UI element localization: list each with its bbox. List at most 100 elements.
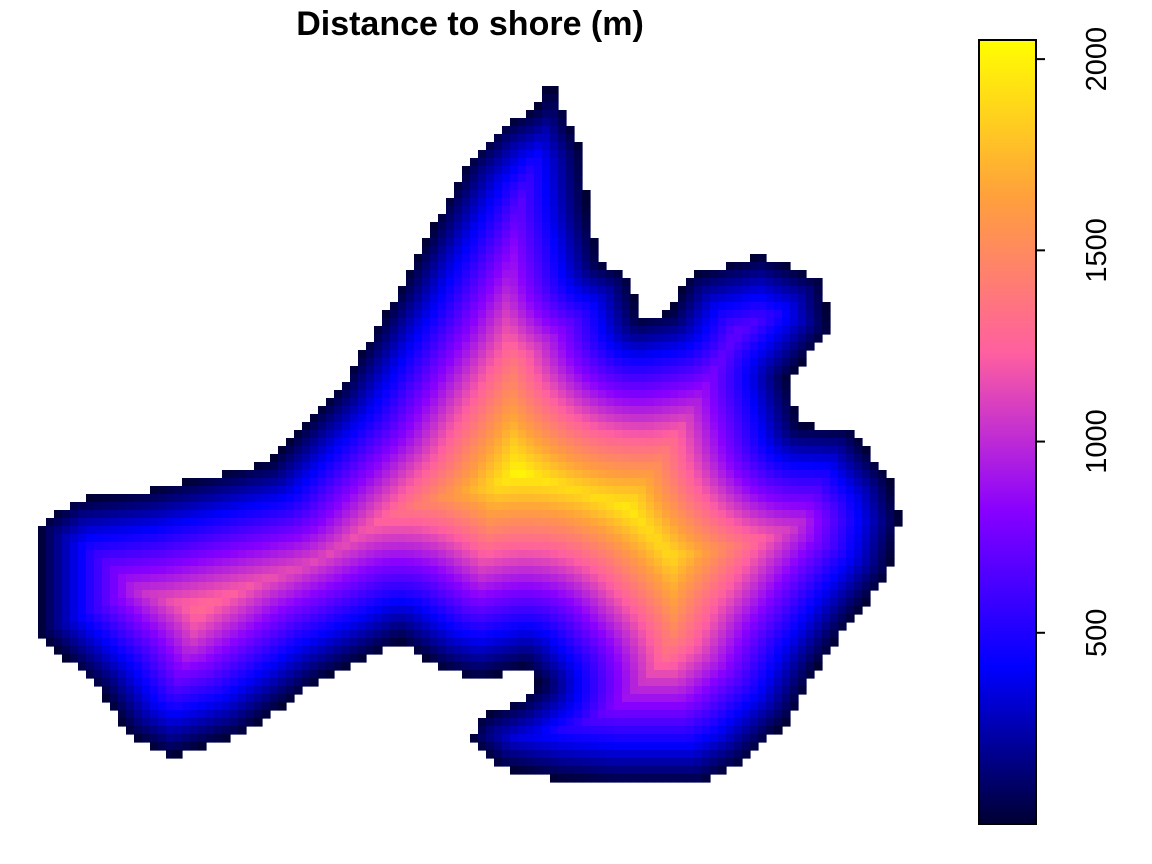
raster-cell (758, 342, 767, 351)
raster-cell (606, 622, 615, 631)
raster-cell (302, 494, 311, 503)
raster-cell (190, 614, 199, 623)
raster-cell (630, 582, 639, 591)
raster-cell (750, 326, 759, 335)
raster-cell (70, 614, 79, 623)
raster-cell (758, 534, 767, 543)
raster-cell (326, 534, 335, 543)
raster-cell (574, 342, 583, 351)
raster-cell (150, 606, 159, 615)
raster-cell (222, 678, 231, 687)
raster-cell (438, 558, 447, 567)
raster-cell (846, 526, 855, 535)
raster-cell (846, 494, 855, 503)
raster-cell (318, 438, 327, 447)
raster-cell (510, 526, 519, 535)
raster-cell (830, 446, 839, 455)
raster-cell (838, 454, 847, 463)
raster-cell (502, 438, 511, 447)
raster-cell (78, 590, 87, 599)
raster-cell (574, 382, 583, 391)
raster-cell (582, 550, 591, 559)
raster-cell (214, 558, 223, 567)
raster-cell (518, 598, 527, 607)
raster-cell (462, 198, 471, 207)
raster-cell (582, 310, 591, 319)
raster-cell (750, 454, 759, 463)
raster-cell (614, 702, 623, 711)
raster-cell (630, 726, 639, 735)
raster-cell (446, 246, 455, 255)
raster-cell (598, 430, 607, 439)
raster-cell (814, 646, 823, 655)
raster-cell (126, 638, 135, 647)
raster-cell (182, 598, 191, 607)
raster-cell (518, 406, 527, 415)
raster-cell (710, 718, 719, 727)
raster-cell (566, 206, 575, 215)
raster-cell (726, 670, 735, 679)
raster-cell (614, 590, 623, 599)
raster-cell (454, 246, 463, 255)
raster-cell (774, 470, 783, 479)
raster-cell (398, 438, 407, 447)
raster-cell (158, 654, 167, 663)
raster-cell (790, 350, 799, 359)
raster-cell (526, 750, 535, 759)
raster-cell (502, 518, 511, 527)
raster-cell (574, 262, 583, 271)
raster-cell (814, 462, 823, 471)
raster-cell (222, 622, 231, 631)
raster-cell (222, 566, 231, 575)
raster-cell (502, 614, 511, 623)
raster-cell (334, 462, 343, 471)
raster-cell (486, 750, 495, 759)
raster-cell (654, 710, 663, 719)
raster-cell (606, 670, 615, 679)
raster-cell (398, 494, 407, 503)
raster-cell (814, 518, 823, 527)
raster-cell (694, 374, 703, 383)
raster-cell (606, 710, 615, 719)
raster-cell (398, 542, 407, 551)
raster-cell (742, 750, 751, 759)
raster-cell (470, 526, 479, 535)
raster-cell (582, 190, 591, 199)
raster-cell (630, 662, 639, 671)
raster-cell (534, 270, 543, 279)
raster-cell (654, 718, 663, 727)
raster-cell (550, 462, 559, 471)
raster-cell (446, 494, 455, 503)
raster-cell (478, 430, 487, 439)
raster-cell (558, 654, 567, 663)
raster-cell (510, 726, 519, 735)
raster-cell (566, 574, 575, 583)
raster-cell (518, 302, 527, 311)
raster-cell (686, 774, 695, 783)
raster-cell (750, 446, 759, 455)
raster-cell (486, 150, 495, 159)
raster-cell (598, 422, 607, 431)
raster-cell (630, 734, 639, 743)
raster-cell (742, 710, 751, 719)
raster-cell (622, 478, 631, 487)
raster-cell (182, 550, 191, 559)
raster-cell (182, 534, 191, 543)
raster-cell (390, 382, 399, 391)
raster-cell (742, 678, 751, 687)
raster-cell (798, 454, 807, 463)
raster-cell (206, 686, 215, 695)
raster-cell (478, 246, 487, 255)
raster-cell (854, 534, 863, 543)
raster-cell (366, 638, 375, 647)
raster-cell (646, 382, 655, 391)
raster-cell (550, 262, 559, 271)
raster-cell (694, 454, 703, 463)
raster-cell (326, 558, 335, 567)
raster-cell (598, 558, 607, 567)
raster-cell (718, 398, 727, 407)
raster-cell (758, 550, 767, 559)
raster-cell (462, 414, 471, 423)
raster-cell (238, 630, 247, 639)
raster-cell (374, 414, 383, 423)
